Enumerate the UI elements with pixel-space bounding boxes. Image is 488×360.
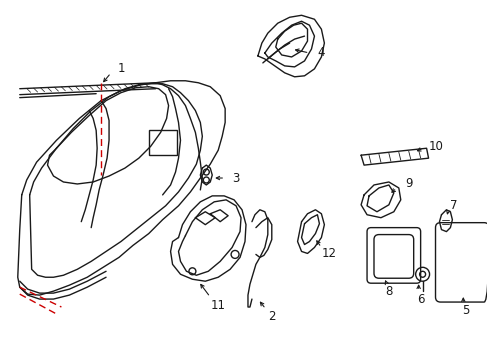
Text: 5: 5 bbox=[462, 305, 469, 318]
Text: 8: 8 bbox=[385, 285, 392, 298]
Text: 4: 4 bbox=[317, 46, 325, 59]
Text: 6: 6 bbox=[416, 293, 424, 306]
Text: 2: 2 bbox=[267, 310, 275, 323]
Bar bbox=[148, 130, 176, 155]
Text: 3: 3 bbox=[232, 171, 239, 185]
Text: 12: 12 bbox=[321, 247, 336, 260]
Text: 10: 10 bbox=[428, 140, 443, 153]
Text: 9: 9 bbox=[404, 177, 412, 190]
Text: 1: 1 bbox=[117, 62, 124, 75]
Text: 11: 11 bbox=[210, 298, 225, 311]
Text: 7: 7 bbox=[448, 199, 456, 212]
